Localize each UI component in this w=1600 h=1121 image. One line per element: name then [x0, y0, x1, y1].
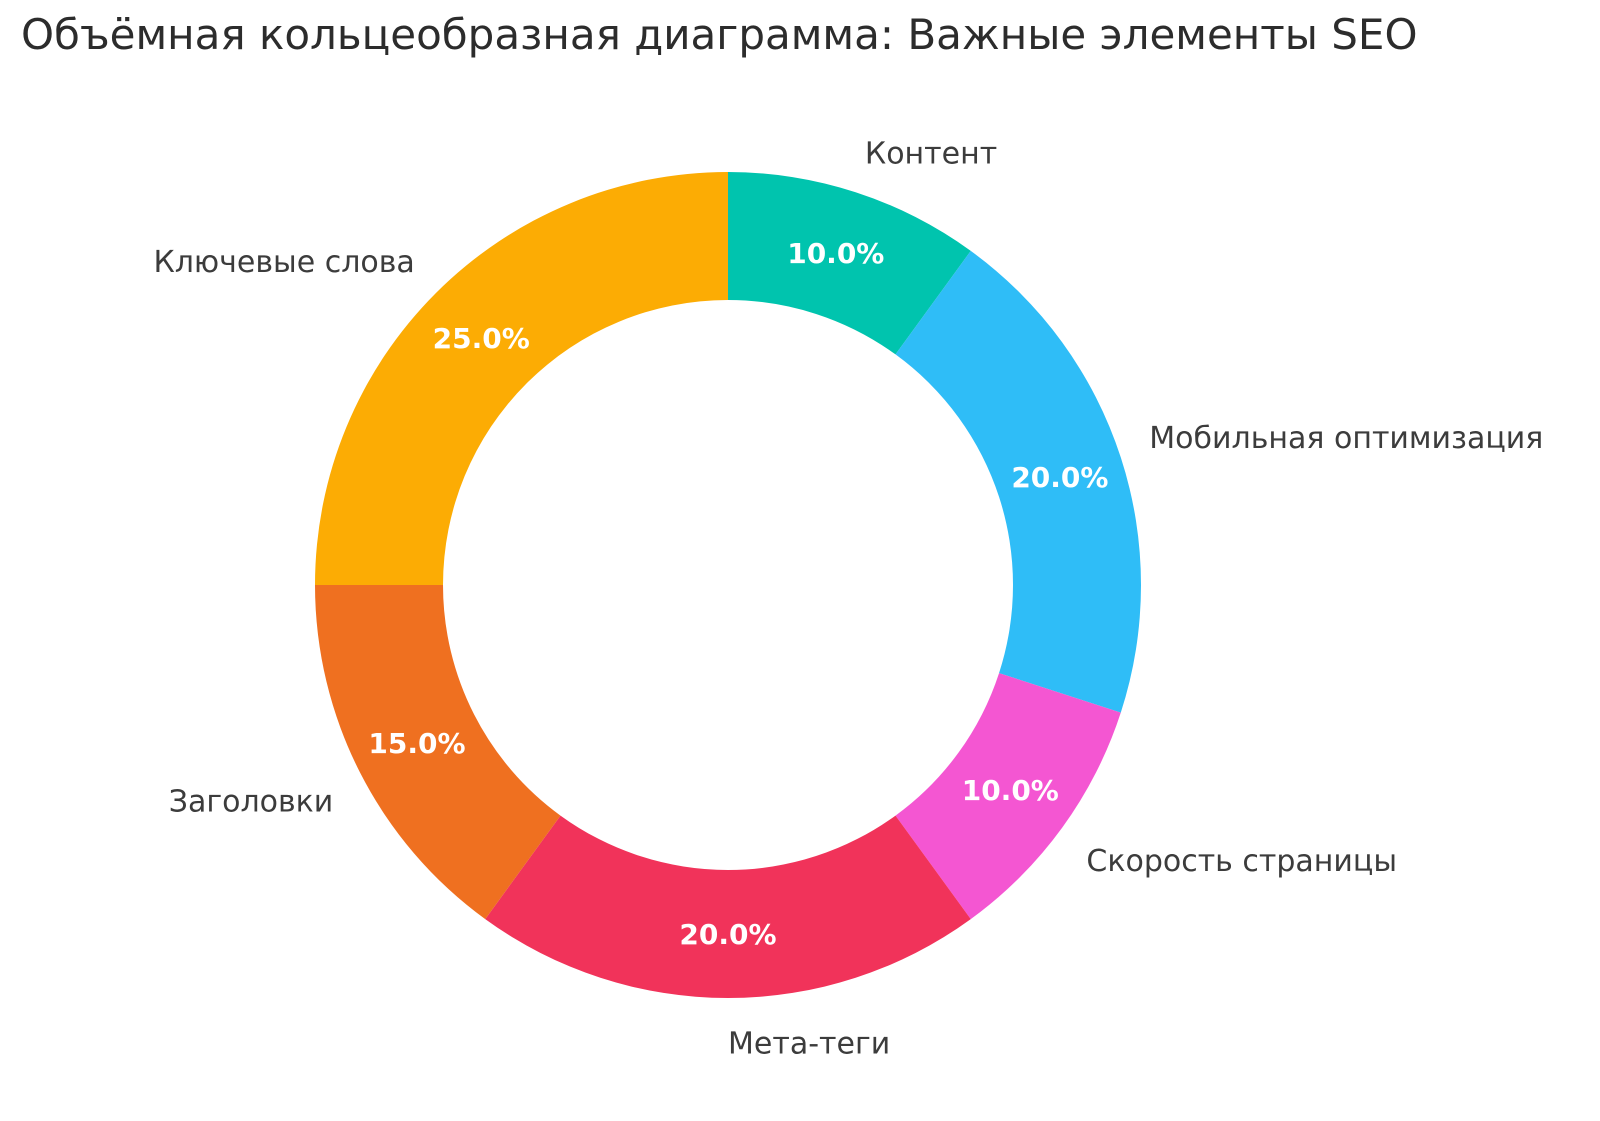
donut-segment-4[interactable]: [485, 815, 971, 998]
donut-segment-1[interactable]: [728, 172, 971, 355]
slice-label-1: Контент: [865, 137, 997, 172]
segment-percent-label-2: 20.0%: [1011, 461, 1108, 494]
donut-segment-5[interactable]: [315, 585, 561, 920]
slice-label-5: Заголовки: [169, 785, 334, 820]
slice-label-4: Мета-теги: [728, 1027, 890, 1062]
segment-percent-label-4: 20.0%: [679, 918, 776, 951]
segment-percent-label-3: 10.0%: [962, 774, 1059, 807]
segment-percent-label-6: 25.0%: [433, 322, 530, 355]
donut-segment-6[interactable]: [315, 172, 728, 585]
slice-label-6: Ключевые слова: [153, 245, 414, 280]
segment-percent-label-1: 10.0%: [787, 237, 884, 270]
donut-segment-3[interactable]: [895, 673, 1121, 920]
donut-segment-2[interactable]: [895, 250, 1142, 713]
segment-percent-label-5: 15.0%: [368, 727, 465, 760]
slice-label-2: Мобильная оптимизация: [1149, 421, 1543, 456]
chart-title: Объёмная кольцеобразная диаграмма: Важны…: [21, 10, 1418, 59]
slice-label-3: Скорость страницы: [1086, 844, 1397, 879]
